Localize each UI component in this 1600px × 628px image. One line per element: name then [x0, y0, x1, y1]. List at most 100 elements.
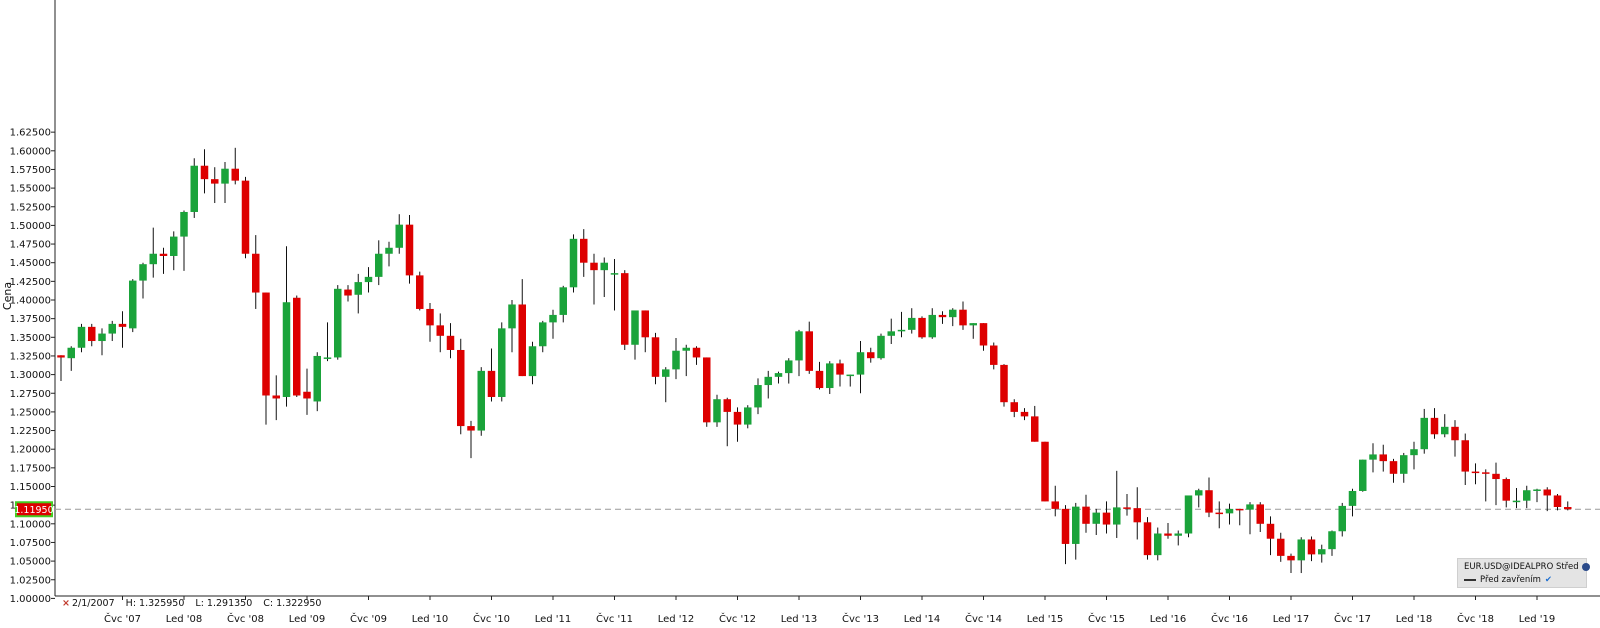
candle[interactable] [754, 378, 762, 415]
candle[interactable] [1369, 443, 1377, 473]
candle[interactable] [641, 310, 650, 353]
candle[interactable] [180, 210, 188, 271]
candle[interactable] [98, 328, 106, 356]
candle[interactable] [200, 149, 209, 194]
candle[interactable] [508, 300, 516, 353]
candle[interactable] [293, 295, 301, 397]
candle[interactable] [569, 234, 578, 293]
candle[interactable] [703, 357, 711, 427]
candle[interactable] [631, 310, 639, 360]
candle[interactable] [1266, 516, 1275, 556]
candle[interactable] [662, 367, 670, 403]
candle[interactable] [1041, 441, 1049, 502]
candle[interactable] [467, 420, 475, 459]
candle[interactable] [364, 267, 373, 293]
candle[interactable] [88, 323, 96, 347]
candle[interactable] [826, 361, 834, 394]
candle[interactable] [1553, 493, 1562, 511]
candle[interactable] [1051, 485, 1060, 517]
candle[interactable] [1512, 487, 1521, 509]
candle[interactable] [436, 313, 445, 353]
candle[interactable] [836, 359, 844, 387]
candle[interactable] [303, 368, 311, 415]
candle[interactable] [949, 308, 957, 327]
candle[interactable] [395, 214, 404, 254]
candle[interactable] [713, 394, 721, 427]
candle[interactable] [1533, 488, 1541, 503]
candle[interactable] [969, 323, 978, 339]
candle[interactable] [1410, 441, 1418, 470]
candle[interactable] [149, 227, 158, 278]
candle[interactable] [1400, 452, 1408, 483]
candle[interactable] [231, 147, 240, 185]
candle[interactable] [1133, 487, 1142, 540]
candle[interactable] [1154, 527, 1162, 561]
candle[interactable] [1061, 505, 1070, 565]
candle[interactable] [1031, 405, 1039, 442]
candle[interactable] [1482, 469, 1490, 502]
candle[interactable] [139, 262, 147, 299]
candle[interactable] [990, 342, 998, 370]
candle[interactable] [621, 270, 629, 350]
candle[interactable] [170, 231, 178, 271]
candle[interactable] [692, 346, 701, 365]
candle[interactable] [1389, 458, 1398, 483]
candle[interactable] [672, 338, 680, 380]
candle[interactable] [129, 279, 137, 333]
candle[interactable] [1092, 508, 1101, 535]
candle[interactable] [959, 301, 967, 330]
candle[interactable] [928, 308, 937, 339]
candle[interactable] [487, 348, 496, 402]
candle[interactable] [405, 214, 414, 284]
candle[interactable] [1277, 532, 1285, 562]
candle[interactable] [313, 352, 322, 412]
candle[interactable] [1072, 502, 1080, 560]
candle[interactable] [979, 323, 988, 351]
checkmark-icon[interactable]: ✔ [1544, 575, 1553, 585]
candle[interactable] [785, 358, 793, 384]
candle[interactable] [1164, 523, 1172, 539]
candle[interactable] [1461, 433, 1470, 486]
candle[interactable] [1256, 502, 1265, 533]
candle[interactable] [1543, 487, 1552, 512]
candle[interactable] [1215, 501, 1224, 529]
candle[interactable] [1348, 488, 1357, 517]
candle[interactable] [1184, 495, 1193, 538]
candle[interactable] [908, 308, 916, 334]
candle[interactable] [334, 285, 342, 360]
series-legend[interactable]: EUR.USD@IDEALPRO Střed Před zavřením ✔ [1457, 558, 1590, 588]
candle[interactable] [1236, 508, 1244, 526]
candle[interactable] [190, 158, 199, 218]
candle[interactable] [580, 229, 588, 277]
candle[interactable] [1297, 537, 1306, 574]
candle[interactable] [1430, 408, 1439, 439]
candle[interactable] [1564, 501, 1572, 511]
candle[interactable] [897, 311, 906, 338]
candle[interactable] [1307, 536, 1316, 562]
candle[interactable] [600, 257, 609, 298]
candle[interactable] [1225, 503, 1234, 525]
candle[interactable] [1471, 463, 1480, 485]
candle[interactable] [549, 309, 557, 339]
candle[interactable] [57, 355, 65, 382]
candle[interactable] [590, 253, 598, 305]
candle[interactable] [682, 344, 691, 377]
candle[interactable] [1328, 530, 1336, 556]
candle[interactable] [426, 302, 434, 342]
candle[interactable] [1420, 408, 1429, 454]
candle[interactable] [262, 292, 270, 425]
candle[interactable] [887, 318, 896, 345]
candle[interactable] [1102, 501, 1111, 534]
candle[interactable] [774, 371, 783, 384]
candle[interactable] [1143, 517, 1152, 560]
candle[interactable] [846, 374, 855, 387]
candle[interactable] [518, 279, 527, 377]
candle[interactable] [1113, 470, 1121, 538]
candle[interactable] [1123, 493, 1131, 516]
candle[interactable] [241, 176, 250, 259]
candle[interactable] [1338, 502, 1347, 537]
candle[interactable] [733, 407, 742, 442]
candle[interactable] [211, 167, 219, 204]
candle[interactable] [528, 341, 537, 385]
